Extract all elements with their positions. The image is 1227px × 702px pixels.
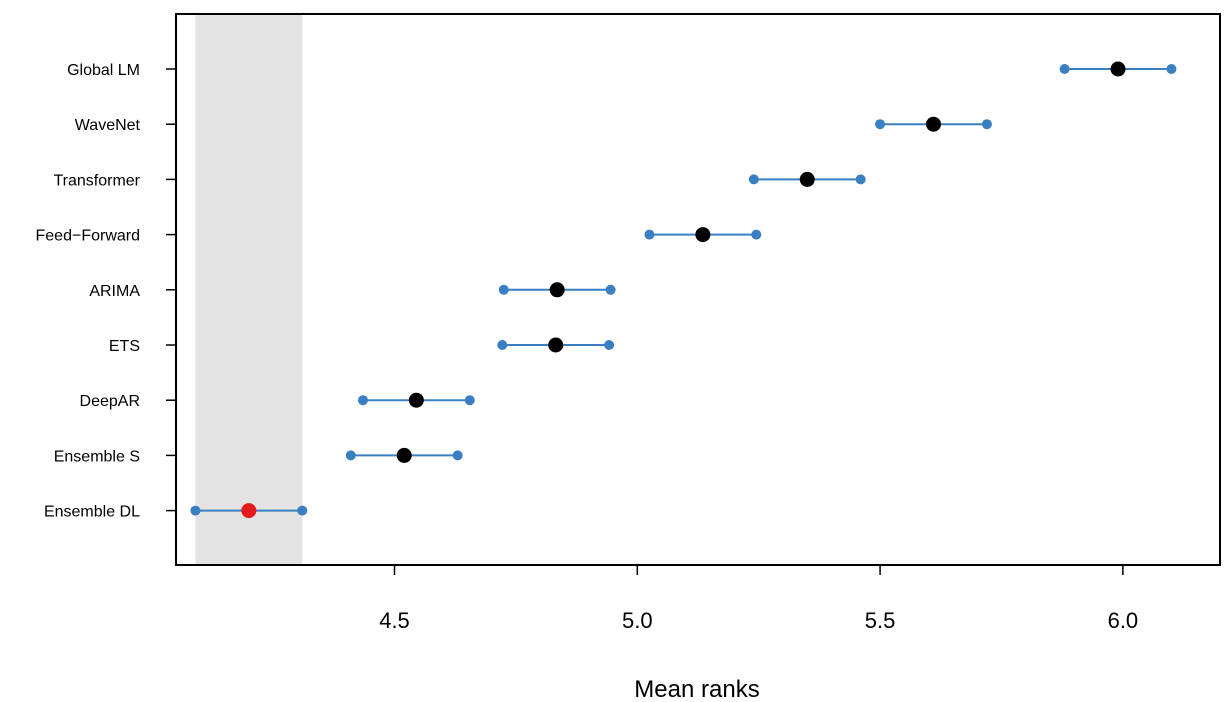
interval-upper-point bbox=[751, 229, 762, 240]
interval-upper-point bbox=[297, 505, 308, 516]
x-tick-label: 6.0 bbox=[1108, 608, 1139, 633]
interval-row bbox=[357, 392, 475, 408]
interval-row bbox=[875, 116, 992, 132]
y-tick-label: Transformer bbox=[53, 172, 140, 189]
interval-row bbox=[497, 337, 615, 353]
interval-row bbox=[345, 447, 463, 463]
mean-point bbox=[1110, 61, 1126, 77]
mean-point bbox=[396, 447, 412, 463]
interval-lower-point bbox=[498, 284, 509, 295]
mean-point bbox=[548, 337, 564, 353]
interval-row bbox=[644, 227, 762, 243]
interval-lower-point bbox=[748, 174, 759, 185]
interval-row bbox=[498, 282, 616, 298]
interval-row bbox=[748, 171, 866, 187]
x-tick-label: 5.5 bbox=[865, 608, 896, 633]
y-tick-label: Feed−Forward bbox=[36, 228, 141, 245]
x-axis: 4.5 5.0 5.5 6.0 bbox=[379, 565, 1138, 633]
mean-point bbox=[799, 171, 815, 187]
interval-lower-point bbox=[497, 340, 508, 350]
interval-upper-point bbox=[1166, 64, 1177, 74]
interval-upper-point bbox=[855, 174, 866, 185]
y-axis: Global LM WaveNet Transformer Feed−Forward A… bbox=[36, 62, 176, 521]
interval-upper-point bbox=[605, 284, 616, 295]
y-tick-label: DeepAR bbox=[80, 393, 140, 410]
x-axis-label: Mean ranks bbox=[634, 676, 759, 702]
confidence-intervals bbox=[190, 61, 1177, 519]
y-tick-label: ETS bbox=[109, 338, 140, 355]
x-tick-label: 4.5 bbox=[379, 608, 410, 633]
interval-lower-point bbox=[644, 229, 655, 240]
critical-difference-region bbox=[195, 15, 303, 564]
mean-point bbox=[549, 282, 565, 298]
interval-upper-point bbox=[464, 395, 475, 406]
mean-point bbox=[408, 392, 424, 408]
y-tick-label: Ensemble S bbox=[54, 448, 140, 465]
interval-lower-point bbox=[345, 450, 356, 461]
plot-frame bbox=[175, 13, 1221, 566]
x-tick-label: 5.0 bbox=[622, 608, 653, 633]
interval-upper-point bbox=[452, 450, 463, 461]
y-tick-label: Global LM bbox=[67, 62, 140, 79]
interval-row bbox=[1059, 61, 1177, 77]
y-tick-label: Ensemble DL bbox=[44, 504, 140, 521]
interval-lower-point bbox=[357, 395, 368, 406]
mean-point bbox=[695, 227, 711, 243]
y-tick-label: WaveNet bbox=[75, 117, 141, 134]
interval-lower-point bbox=[190, 505, 201, 516]
interval-lower-point bbox=[875, 119, 886, 130]
interval-lower-point bbox=[1059, 64, 1070, 74]
interval-upper-point bbox=[604, 340, 615, 350]
interval-upper-point bbox=[981, 119, 992, 130]
y-tick-label: ARIMA bbox=[89, 283, 140, 300]
best-mean-point bbox=[241, 503, 257, 519]
interval-row bbox=[190, 503, 308, 519]
mean-point bbox=[926, 116, 942, 132]
